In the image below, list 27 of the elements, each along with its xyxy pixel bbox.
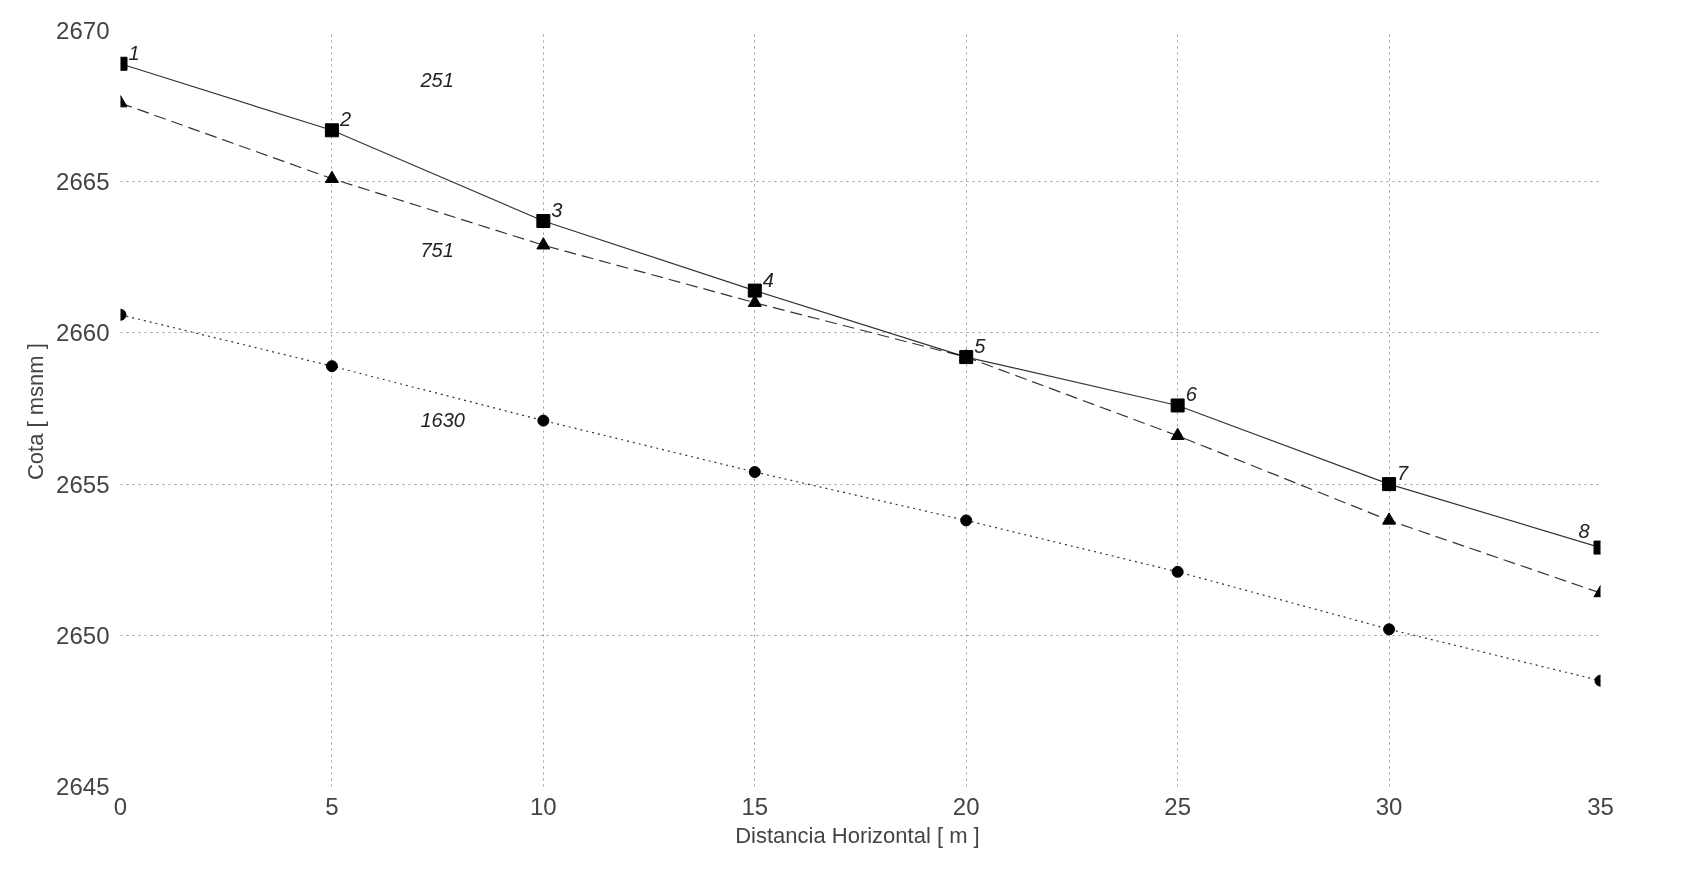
x-tick-label: 10: [530, 792, 557, 820]
y-tick-label: 2650: [56, 621, 110, 649]
x-tick-label: 30: [1375, 792, 1403, 820]
annotation: 7: [1397, 462, 1410, 485]
annotation: 1: [128, 41, 140, 64]
annotation: 4: [762, 268, 774, 291]
x-axis-title: Distancia Horizontal [ m ]: [735, 822, 980, 848]
x-tick-label: 0: [113, 792, 128, 820]
x-tick-label: 5: [325, 792, 339, 820]
x-tick-label: 15: [741, 792, 769, 820]
y-axis-title: Cota [ msnm ]: [23, 343, 49, 481]
x-tick-label: 25: [1164, 792, 1191, 820]
y-tick-label: 2645: [56, 773, 110, 800]
annotation: 2: [338, 108, 352, 131]
y-tick-label: 2655: [56, 470, 110, 498]
annotation: 1630: [420, 408, 465, 431]
annotation: 6: [1185, 383, 1198, 406]
annotation: 3: [551, 199, 563, 222]
y-tick-label: 2665: [56, 168, 110, 196]
annotation: 751: [420, 238, 454, 261]
annotation: 5: [974, 335, 987, 358]
y-tick-label: 2660: [56, 319, 110, 347]
x-tick-label: 20: [952, 792, 980, 820]
annotation: 8: [1578, 519, 1590, 542]
annotation: 251: [419, 68, 454, 91]
y-tick-label: 2670: [56, 17, 110, 44]
x-tick-label: 35: [1587, 792, 1614, 820]
